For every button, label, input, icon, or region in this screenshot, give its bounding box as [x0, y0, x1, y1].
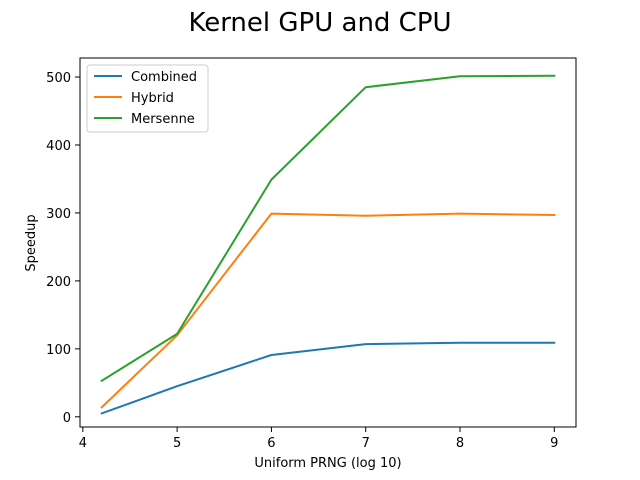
legend-label: Combined — [131, 70, 197, 85]
chart-title: Kernel GPU and CPU — [188, 8, 451, 38]
series-line-combined — [100, 341, 556, 415]
y-axis-label: Speedup — [24, 214, 39, 271]
x-axis-label: Uniform PRNG (log 10) — [254, 456, 401, 471]
x-axis: 4 5 6 7 8 9 — [79, 427, 558, 451]
x-tick-label: 7 — [362, 436, 370, 451]
x-tick-label: 6 — [267, 436, 275, 451]
y-tick-label: 500 — [46, 71, 71, 86]
y-tick-label: 100 — [46, 343, 71, 358]
legend-label: Hybrid — [131, 91, 174, 106]
x-tick-label: 9 — [550, 436, 558, 451]
y-tick-label: 0 — [63, 411, 71, 426]
series-line-mersenne — [100, 74, 556, 383]
y-axis: 0 100 200 300 400 500 — [46, 71, 80, 426]
legend-box — [86, 64, 209, 133]
legend-label: Mersenne — [131, 112, 195, 127]
series-line-hybrid — [100, 212, 556, 409]
y-tick-label: 400 — [46, 139, 71, 154]
legend: Combined Hybrid Mersenne — [86, 64, 209, 133]
x-tick-label: 5 — [173, 436, 181, 451]
y-tick-label: 300 — [46, 207, 71, 222]
y-tick-label: 200 — [46, 275, 71, 290]
plot-frame — [79, 57, 577, 428]
x-tick-label: 4 — [79, 436, 87, 451]
series-layer — [100, 74, 556, 415]
x-tick-label: 8 — [456, 436, 464, 451]
